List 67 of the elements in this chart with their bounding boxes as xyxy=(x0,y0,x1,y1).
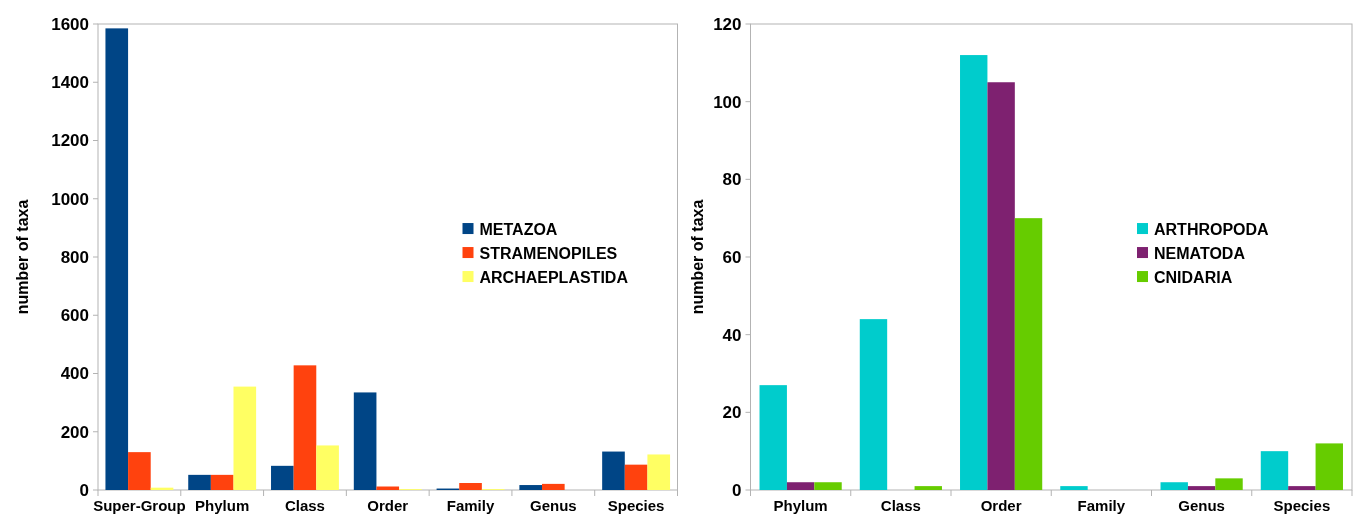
x-tick-label: Genus xyxy=(529,497,577,514)
y-tick-label: 0 xyxy=(732,480,742,500)
y-tick-label: 20 xyxy=(722,403,742,423)
bar xyxy=(210,474,234,490)
x-tick-label: Order xyxy=(367,497,409,514)
x-tick-label: Order xyxy=(980,497,1022,514)
bar xyxy=(293,365,317,490)
bar xyxy=(105,28,129,490)
bar xyxy=(1215,478,1243,490)
y-tick-label: 800 xyxy=(60,247,89,267)
x-tick-label: Family xyxy=(1077,497,1126,514)
x-tick-label: Phylum xyxy=(773,497,828,514)
x-tick-label: Species xyxy=(1273,497,1331,514)
legend-label: STRAMENOPILES xyxy=(479,244,618,262)
x-tick-label: Family xyxy=(446,497,495,514)
bar xyxy=(624,464,648,490)
x-tick-label: Genus xyxy=(1178,497,1225,514)
bar xyxy=(786,482,815,490)
y-tick-label: 40 xyxy=(722,325,742,345)
y-tick-label: 80 xyxy=(722,170,742,190)
y-tick-label: 100 xyxy=(713,92,742,112)
bar xyxy=(1060,486,1088,490)
x-tick-label: Class xyxy=(284,497,325,514)
legend-label: ARTHROPODA xyxy=(1154,220,1270,238)
y-tick-label: 60 xyxy=(722,247,742,267)
bar xyxy=(647,454,671,490)
bar xyxy=(960,55,988,490)
bar xyxy=(188,474,211,490)
bar xyxy=(987,82,1015,490)
y-tick-label: 1600 xyxy=(51,14,89,34)
bar xyxy=(602,451,625,490)
y-axis-title: number of taxa xyxy=(14,199,31,315)
bar xyxy=(519,485,543,490)
bar xyxy=(233,386,257,490)
bar xyxy=(128,452,151,490)
bar xyxy=(1014,218,1043,490)
bar xyxy=(759,385,787,490)
legend-label: METAZOA xyxy=(479,220,558,238)
x-tick-label: Class xyxy=(880,497,921,514)
y-tick-label: 600 xyxy=(60,306,89,326)
x-tick-label: Super-Group xyxy=(93,497,186,514)
bar xyxy=(271,465,294,490)
y-tick-label: 200 xyxy=(60,422,89,442)
bar xyxy=(814,482,842,490)
y-axis-title: number of taxa xyxy=(688,199,706,315)
y-tick-label: 120 xyxy=(713,14,742,34)
bar xyxy=(316,445,339,490)
legend-label: ARCHAEPLASTIDA xyxy=(479,268,629,286)
y-tick-label: 0 xyxy=(79,480,89,500)
y-tick-label: 1200 xyxy=(51,131,89,151)
bar xyxy=(1260,451,1289,490)
bar xyxy=(353,392,377,490)
bar xyxy=(1187,486,1216,490)
bar xyxy=(1160,482,1188,490)
y-tick-label: 400 xyxy=(60,364,89,384)
bar xyxy=(1315,443,1343,490)
x-tick-label: Species xyxy=(607,497,665,514)
y-tick-label: 1000 xyxy=(51,189,89,209)
bar xyxy=(459,483,482,490)
bar xyxy=(542,483,565,490)
x-tick-label: Phylum xyxy=(195,497,250,514)
bar xyxy=(859,319,888,490)
bar xyxy=(1288,486,1316,490)
legend-label: NEMATODA xyxy=(1154,244,1246,262)
bar xyxy=(914,486,942,490)
legend-label: CNIDARIA xyxy=(1154,268,1233,286)
y-tick-label: 1400 xyxy=(51,73,89,93)
